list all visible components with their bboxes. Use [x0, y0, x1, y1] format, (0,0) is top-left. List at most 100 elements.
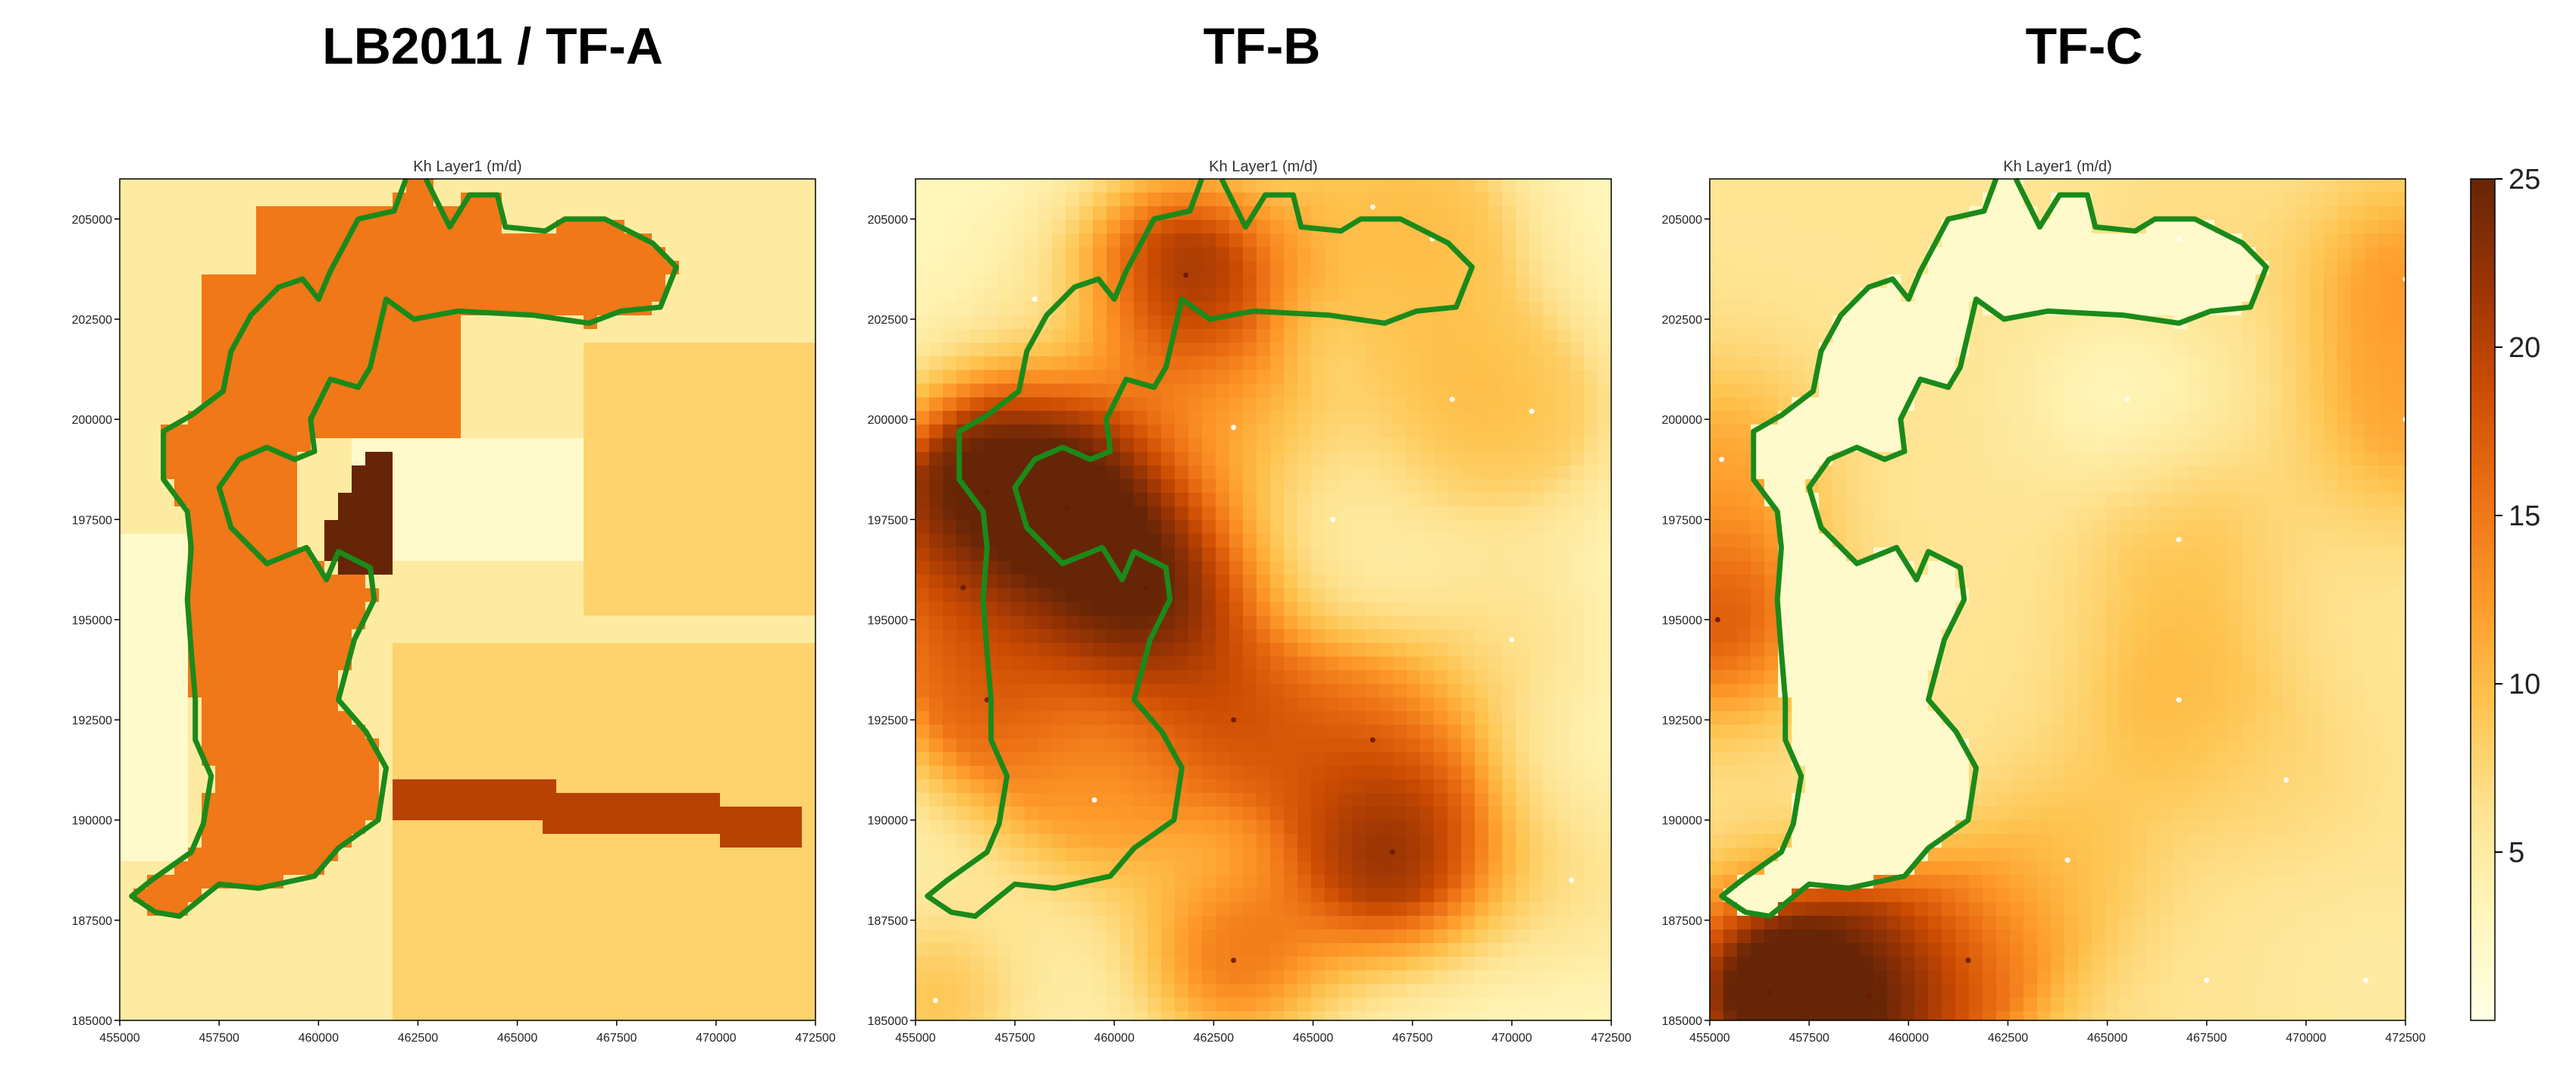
surface-cell	[1420, 356, 1435, 371]
surface-cell	[720, 888, 734, 903]
surface-cell	[570, 356, 584, 371]
surface-cell	[215, 657, 230, 671]
surface-cell	[270, 711, 284, 725]
surface-cell	[1475, 561, 1489, 575]
surface-cell	[1598, 397, 1612, 412]
surface-cell	[420, 220, 434, 234]
surface-cell	[1134, 302, 1148, 316]
surface-cell	[529, 193, 543, 207]
surface-cell	[406, 520, 421, 534]
surface-cell	[529, 233, 543, 248]
surface-cell	[1066, 465, 1080, 480]
surface-cell	[1175, 493, 1189, 507]
surface-cell	[420, 233, 434, 248]
surface-cell	[1079, 302, 1094, 316]
surface-cell	[693, 807, 707, 821]
surface-cell	[611, 479, 625, 494]
surface-cell	[652, 493, 666, 507]
surface-cell	[1038, 397, 1053, 412]
surface-cell	[1216, 602, 1230, 616]
surface-cell	[916, 193, 930, 207]
surface-cell	[1434, 193, 1448, 207]
surface-cell	[747, 943, 762, 957]
surface-cell	[488, 807, 502, 821]
surface-cell	[1229, 465, 1244, 480]
surface-cell	[1270, 479, 1285, 494]
surface-cell	[1529, 247, 1544, 262]
surface-cell	[788, 520, 803, 534]
surface-cell	[916, 397, 930, 412]
surface-cell	[1393, 343, 1407, 357]
surface-cell	[1216, 438, 1230, 453]
surface-cell	[1475, 602, 1489, 616]
surface-cell	[311, 193, 325, 207]
surface-cell	[611, 643, 625, 657]
surface-cell	[1393, 575, 1407, 589]
surface-cell	[256, 616, 271, 630]
surface-cell	[916, 274, 930, 289]
surface-cell	[1529, 370, 1544, 384]
surface-cell	[420, 820, 434, 835]
surface-cell	[1584, 561, 1598, 575]
surface-cell	[1161, 247, 1175, 262]
surface-cell	[1106, 602, 1121, 616]
surface-cell	[1257, 602, 1271, 616]
surface-cell	[434, 247, 448, 262]
surface-cell	[515, 261, 530, 275]
surface-cell	[270, 998, 284, 1012]
surface-cell	[1079, 411, 1094, 425]
surface-cell	[556, 452, 571, 466]
surface-cell	[1311, 411, 1326, 425]
surface-cell	[611, 711, 625, 725]
surface-cell	[693, 179, 707, 193]
surface-cell	[802, 356, 816, 371]
surface-cell	[434, 233, 448, 248]
surface-cell	[956, 616, 971, 630]
surface-cell	[652, 643, 666, 657]
surface-cell	[1025, 588, 1039, 603]
surface-cell	[311, 725, 325, 739]
surface-cell	[502, 547, 516, 562]
surface-cell	[1352, 384, 1366, 398]
surface-cell	[502, 233, 516, 248]
surface-cell	[747, 861, 762, 876]
surface-cell	[1066, 425, 1080, 439]
surface-cell	[256, 452, 271, 466]
surface-cell	[283, 534, 298, 548]
surface-cell	[679, 929, 693, 944]
surface-cell	[693, 520, 707, 534]
surface-cell	[474, 738, 489, 753]
surface-cell	[1516, 179, 1530, 193]
surface-cell	[174, 329, 189, 343]
surface-cell	[1475, 629, 1489, 644]
surface-cell	[202, 547, 216, 562]
surface-cell	[1297, 384, 1312, 398]
surface-cell	[611, 725, 625, 739]
surface-cell	[956, 193, 971, 207]
surface-cell	[283, 247, 298, 262]
surface-cell	[1366, 302, 1380, 316]
surface-cell	[393, 957, 407, 971]
surface-cell	[420, 1011, 434, 1021]
surface-cell	[1338, 411, 1353, 425]
surface-cell	[1502, 329, 1516, 343]
surface-cell	[1134, 588, 1148, 603]
surface-cell	[1420, 506, 1435, 521]
surface-cell	[1270, 534, 1285, 548]
surface-cell	[324, 820, 339, 835]
surface-cell	[1529, 302, 1544, 316]
surface-cell	[1352, 274, 1366, 289]
surface-cell	[188, 302, 202, 316]
surface-cell	[638, 970, 653, 985]
surface-cell	[133, 834, 148, 848]
surface-cell	[1270, 261, 1285, 275]
surface-cell	[502, 506, 516, 521]
surface-cell	[515, 384, 530, 398]
surface-cell	[488, 875, 502, 889]
surface-cell	[652, 343, 666, 357]
surface-cell	[706, 343, 721, 357]
surface-cell	[1161, 643, 1175, 657]
surface-cell	[1434, 274, 1448, 289]
surface-cell	[256, 397, 271, 412]
surface-cell	[652, 370, 666, 384]
